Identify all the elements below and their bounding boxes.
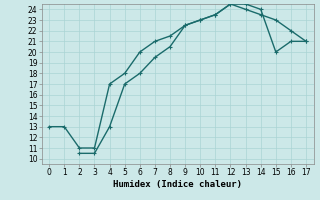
X-axis label: Humidex (Indice chaleur): Humidex (Indice chaleur) bbox=[113, 180, 242, 189]
